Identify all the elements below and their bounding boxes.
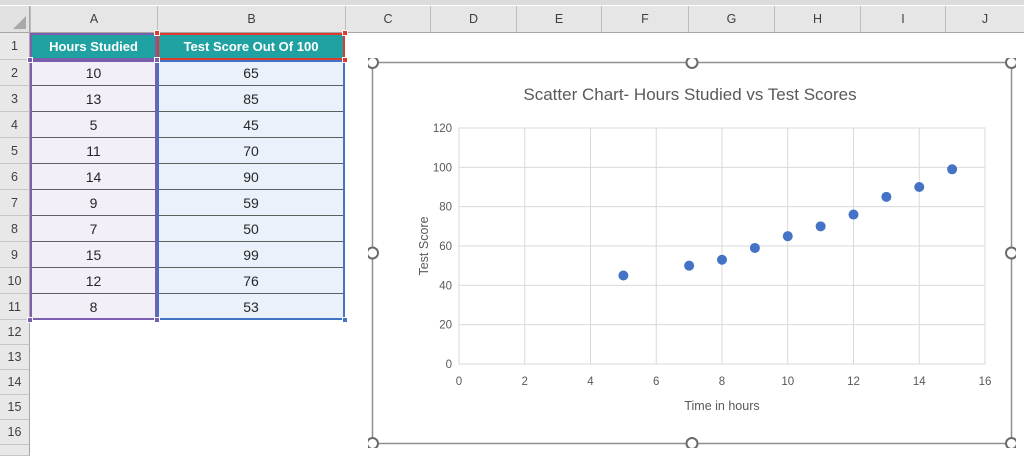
row-header-14[interactable]: 14 xyxy=(0,370,30,395)
data-point[interactable] xyxy=(684,260,695,271)
y-tick-label: 0 xyxy=(446,359,452,371)
cell-B1[interactable]: Test Score Out Of 100 xyxy=(157,33,345,60)
cell-B5[interactable]: 70 xyxy=(157,138,345,164)
chart-resize-handle-top-left[interactable] xyxy=(368,58,379,69)
y-tick-label: 120 xyxy=(433,123,452,135)
chart-resize-handle-bottom-left[interactable] xyxy=(368,437,379,448)
cell-A5[interactable]: 11 xyxy=(30,138,157,164)
x-tick-label: 8 xyxy=(719,376,725,388)
column-header-A[interactable]: A xyxy=(30,6,157,32)
chart-svg: Scatter Chart- Hours Studied vs Test Sco… xyxy=(368,58,1016,448)
x-tick-label: 6 xyxy=(653,376,659,388)
select-all-triangle-icon xyxy=(13,16,26,29)
data-point[interactable] xyxy=(947,164,958,175)
row-header-4[interactable]: 4 xyxy=(0,112,30,138)
cell-A7[interactable]: 9 xyxy=(30,190,157,216)
y-axis-title[interactable]: Test Score xyxy=(417,216,431,275)
row-header-3[interactable]: 3 xyxy=(0,86,30,112)
column-header-E[interactable]: E xyxy=(516,6,601,32)
chart-resize-handle-bottom-middle[interactable] xyxy=(685,437,699,448)
row-header-2[interactable]: 2 xyxy=(0,60,30,86)
row-header-7[interactable]: 7 xyxy=(0,190,30,216)
data-point[interactable] xyxy=(782,231,793,242)
chart[interactable]: Scatter Chart- Hours Studied vs Test Sco… xyxy=(368,58,1016,448)
cell-B9[interactable]: 99 xyxy=(157,242,345,268)
cell-B6[interactable]: 90 xyxy=(157,164,345,190)
cell-B11[interactable]: 53 xyxy=(157,294,345,320)
row-header-9[interactable]: 9 xyxy=(0,242,30,268)
cell-B7[interactable]: 59 xyxy=(157,190,345,216)
row-header-5[interactable]: 5 xyxy=(0,138,30,164)
row-header-12[interactable]: 12 xyxy=(0,320,30,345)
x-axis-title[interactable]: Time in hours xyxy=(684,399,759,413)
chart-resize-handle-middle-left[interactable] xyxy=(368,246,379,260)
y-tick-label: 40 xyxy=(439,280,452,292)
y-tick-label: 80 xyxy=(439,202,452,214)
cell-A11[interactable]: 8 xyxy=(30,294,157,320)
column-header-J[interactable]: J xyxy=(945,6,1024,32)
x-tick-label: 2 xyxy=(522,376,528,388)
row-header-16[interactable]: 16 xyxy=(0,420,30,445)
data-point[interactable] xyxy=(717,254,727,265)
row-header-partial[interactable] xyxy=(0,445,30,456)
x-tick-label: 14 xyxy=(913,376,926,388)
cell-B8[interactable]: 50 xyxy=(157,216,345,242)
cell-B10[interactable]: 76 xyxy=(157,268,345,294)
cell-A6[interactable]: 14 xyxy=(30,164,157,190)
data-point[interactable] xyxy=(749,242,760,253)
x-tick-label: 4 xyxy=(587,376,594,388)
header-top-band xyxy=(0,0,1024,6)
cell-B3[interactable]: 85 xyxy=(157,86,345,112)
cell-A9[interactable]: 15 xyxy=(30,242,157,268)
data-point[interactable] xyxy=(815,221,826,232)
data-point[interactable] xyxy=(618,270,629,281)
cell-B4[interactable]: 45 xyxy=(157,112,345,138)
row-header-13[interactable]: 13 xyxy=(0,345,30,370)
cell-A1[interactable]: Hours Studied xyxy=(30,33,157,60)
x-tick-label: 16 xyxy=(979,376,992,388)
chart-frame[interactable] xyxy=(371,61,1013,445)
chart-title[interactable]: Scatter Chart- Hours Studied vs Test Sco… xyxy=(523,85,856,104)
y-tick-label: 20 xyxy=(439,320,452,332)
cell-A10[interactable]: 12 xyxy=(30,268,157,294)
column-header-I[interactable]: I xyxy=(860,6,945,32)
x-tick-label: 0 xyxy=(456,376,462,388)
row-header-6[interactable]: 6 xyxy=(0,164,30,190)
cell-A2[interactable]: 10 xyxy=(30,60,157,86)
row-header-1[interactable]: 1 xyxy=(0,33,30,60)
row-header-8[interactable]: 8 xyxy=(0,216,30,242)
row-header-10[interactable]: 10 xyxy=(0,268,30,294)
cell-A8[interactable]: 7 xyxy=(30,216,157,242)
data-point[interactable] xyxy=(914,182,925,192)
chart-resize-handle-top-right[interactable] xyxy=(1005,58,1016,69)
cell-A4[interactable]: 5 xyxy=(30,112,157,138)
column-header-F[interactable]: F xyxy=(601,6,688,32)
column-header-D[interactable]: D xyxy=(430,6,516,32)
cell-A3[interactable]: 13 xyxy=(30,86,157,112)
y-tick-label: 60 xyxy=(439,241,452,253)
row-header-15[interactable]: 15 xyxy=(0,395,30,420)
chart-resize-handle-bottom-right[interactable] xyxy=(1005,437,1016,448)
column-header-C[interactable]: C xyxy=(345,6,430,32)
row-header-11[interactable]: 11 xyxy=(0,294,30,320)
column-header-H[interactable]: H xyxy=(774,6,860,32)
x-tick-label: 12 xyxy=(847,376,860,388)
column-header-G[interactable]: G xyxy=(688,6,774,32)
x-tick-label: 10 xyxy=(781,376,794,388)
chart-resize-handle-middle-right[interactable] xyxy=(1005,246,1016,260)
y-tick-label: 100 xyxy=(433,162,452,174)
data-point[interactable] xyxy=(848,209,859,220)
cell-B2[interactable]: 65 xyxy=(157,60,345,86)
data-point[interactable] xyxy=(881,191,892,202)
plot-area-border xyxy=(458,127,986,365)
column-header-B[interactable]: B xyxy=(157,6,345,32)
select-all-corner[interactable] xyxy=(0,6,30,32)
chart-resize-handle-top-middle[interactable] xyxy=(685,58,699,69)
